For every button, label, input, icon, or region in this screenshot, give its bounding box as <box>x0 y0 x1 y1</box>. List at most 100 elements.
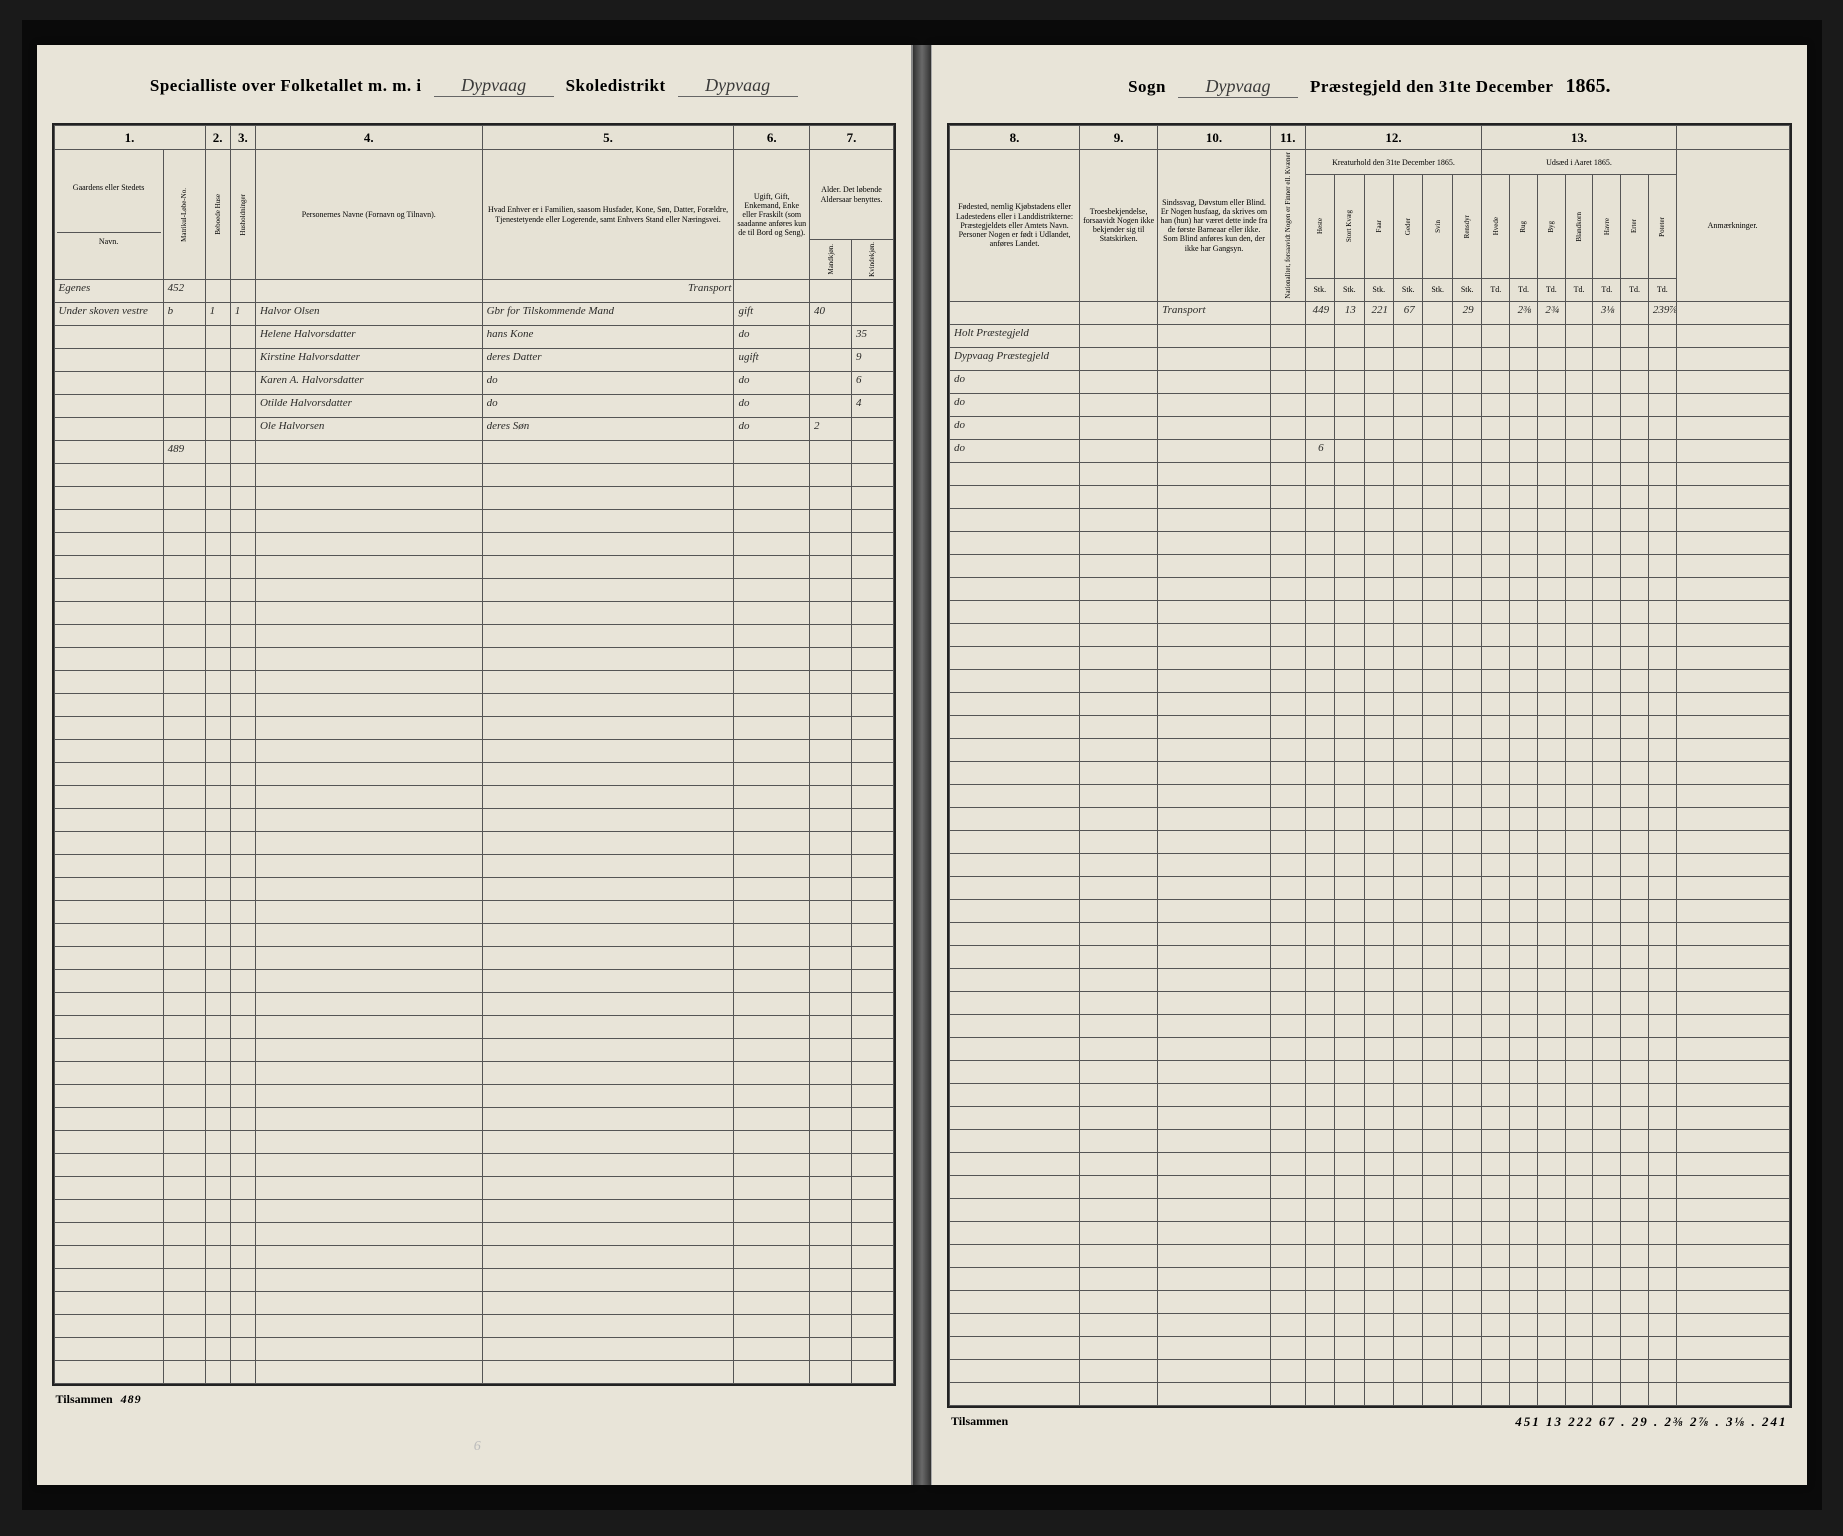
cell <box>1364 1198 1393 1221</box>
cell: Transport <box>1158 301 1271 324</box>
cell <box>1676 646 1789 669</box>
cell <box>1158 991 1271 1014</box>
cell <box>1482 899 1510 922</box>
cell <box>1648 324 1676 347</box>
cell <box>205 1085 230 1108</box>
cell <box>851 832 893 855</box>
cell <box>482 487 734 510</box>
cell <box>1510 922 1538 945</box>
cell <box>255 1361 482 1384</box>
cell <box>1593 554 1621 577</box>
cell <box>1593 623 1621 646</box>
table-row-empty <box>950 1152 1790 1175</box>
cell <box>1393 1221 1422 1244</box>
cell <box>482 1200 734 1223</box>
cell <box>734 487 810 510</box>
cell <box>734 878 810 901</box>
cell <box>230 533 255 556</box>
cell <box>1648 416 1676 439</box>
cell <box>163 1039 205 1062</box>
cell <box>255 1154 482 1177</box>
cell <box>163 648 205 671</box>
table-row-empty <box>950 945 1790 968</box>
table-row-empty <box>54 694 894 717</box>
cell <box>1537 991 1565 1014</box>
cell <box>1565 692 1593 715</box>
cell <box>205 487 230 510</box>
cell <box>851 924 893 947</box>
cell <box>1648 830 1676 853</box>
cell: 2⅜ <box>1510 301 1538 324</box>
cell <box>1305 1244 1334 1267</box>
cell <box>1565 1106 1593 1129</box>
h1c: Matrikul-Løbe-No. <box>163 150 205 280</box>
livestock-label: Svin <box>1434 220 1442 233</box>
unit-cell: Td. <box>1593 278 1621 301</box>
cell <box>1335 1359 1364 1382</box>
cell <box>810 1108 852 1131</box>
h9: Troesbekjendelse, forsaavidt Nogen ikke … <box>1080 150 1158 302</box>
cell <box>1648 600 1676 623</box>
cell <box>1305 1060 1334 1083</box>
cell <box>205 924 230 947</box>
cell <box>1621 301 1649 324</box>
cell <box>1510 1083 1538 1106</box>
cell <box>1621 738 1649 761</box>
cell <box>255 510 482 533</box>
cell <box>1080 1336 1158 1359</box>
cell <box>205 809 230 832</box>
h6: Ugift, Gift, Enkemand, Enke eller Fraski… <box>734 150 810 280</box>
unit-cell: Stk. <box>1364 278 1393 301</box>
cell <box>810 579 852 602</box>
cell: 449 <box>1305 301 1334 324</box>
cell <box>1364 508 1393 531</box>
cell <box>1648 853 1676 876</box>
cell <box>851 1200 893 1223</box>
cell <box>1335 1014 1364 1037</box>
crop-label: Byg <box>1547 221 1555 233</box>
cell <box>163 763 205 786</box>
cell <box>1510 370 1538 393</box>
cell <box>1510 1198 1538 1221</box>
cell <box>1305 508 1334 531</box>
cell <box>1482 1014 1510 1037</box>
cell <box>163 1338 205 1361</box>
colnum-7: 7. <box>810 126 894 150</box>
table-row-empty <box>54 924 894 947</box>
cell <box>1621 554 1649 577</box>
cell <box>1364 1221 1393 1244</box>
cell <box>810 855 852 878</box>
cell <box>1482 1106 1510 1129</box>
cell <box>1452 692 1481 715</box>
cell <box>255 1131 482 1154</box>
cell <box>255 1315 482 1338</box>
cell <box>54 602 163 625</box>
cell <box>1537 1313 1565 1336</box>
cell <box>1565 807 1593 830</box>
cell <box>1335 1221 1364 1244</box>
cell <box>255 1085 482 1108</box>
cell <box>163 1223 205 1246</box>
cell <box>1593 991 1621 1014</box>
cell <box>1080 715 1158 738</box>
cell <box>1452 1083 1481 1106</box>
table-row-empty <box>54 1177 894 1200</box>
cell <box>810 1338 852 1361</box>
cell <box>205 1039 230 1062</box>
cell <box>482 947 734 970</box>
cell <box>851 648 893 671</box>
cell <box>734 924 810 947</box>
cell <box>1423 1244 1452 1267</box>
cell <box>851 280 893 303</box>
cell <box>810 464 852 487</box>
h11: Nationalitet, forsaavidt Nogen er Finner… <box>1270 150 1305 302</box>
cell <box>1393 508 1422 531</box>
cell <box>1482 669 1510 692</box>
cell <box>851 970 893 993</box>
table-row: Transport4491322167292⅜2¾3⅛239⅞ <box>950 301 1790 324</box>
cell <box>1593 1382 1621 1405</box>
table-row: Karen A. Halvorsdatterdodo6 <box>54 372 894 395</box>
cell <box>1335 1244 1364 1267</box>
cell <box>1158 1060 1271 1083</box>
cell <box>1482 968 1510 991</box>
